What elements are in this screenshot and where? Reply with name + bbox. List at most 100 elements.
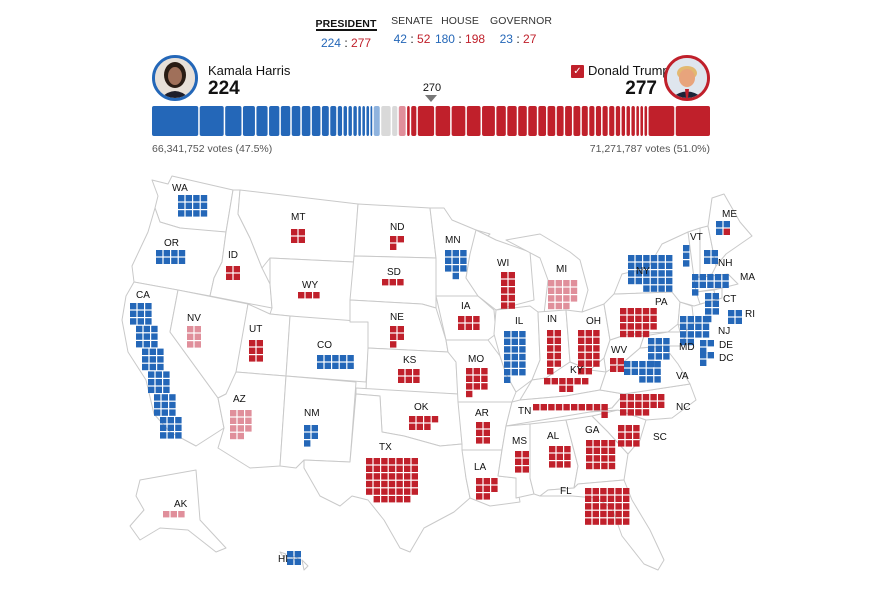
state-md[interactable]: MD <box>648 338 695 368</box>
state-la[interactable]: LA <box>474 462 498 500</box>
bar-segment-dem[interactable] <box>366 106 370 136</box>
state-nm[interactable]: NM <box>304 408 320 447</box>
bar-segment-rep[interactable] <box>518 106 527 136</box>
bar-segment-dem[interactable] <box>199 106 224 136</box>
state-me[interactable]: ME <box>716 209 737 235</box>
bar-segment-rep[interactable] <box>482 106 495 136</box>
bar-segment-dem[interactable] <box>330 106 337 136</box>
state-ar[interactable]: AR <box>475 408 490 444</box>
bar-segment-rep[interactable] <box>615 106 621 136</box>
bar-segment-dem[interactable] <box>291 106 301 136</box>
bar-segment-rep[interactable] <box>411 106 417 136</box>
state-nd[interactable]: ND <box>390 222 404 250</box>
state-mi[interactable]: MI <box>548 264 578 310</box>
state-al[interactable]: AL <box>547 431 571 468</box>
bar-segment-dem[interactable] <box>301 106 311 136</box>
state-pa[interactable]: PA <box>620 297 668 338</box>
state-tn[interactable]: TN <box>518 404 608 418</box>
bar-segment-rep[interactable] <box>435 106 451 136</box>
bar-segment-dem[interactable] <box>242 106 255 136</box>
bar-segment-rep[interactable] <box>640 106 644 136</box>
state-in[interactable]: IN <box>547 314 561 375</box>
bar-segment-rep[interactable] <box>407 106 410 136</box>
bar-segment-rep[interactable] <box>581 106 588 136</box>
state-ri[interactable]: RI <box>728 309 755 324</box>
state-oh[interactable]: OH <box>578 316 601 375</box>
bar-segment-rep[interactable] <box>556 106 564 136</box>
state-mn[interactable]: MN <box>445 235 467 280</box>
state-wv[interactable]: WV <box>610 345 627 372</box>
state-ga[interactable]: GA <box>585 425 616 470</box>
state-sd[interactable]: SD <box>382 267 404 286</box>
bar-segment-rep[interactable] <box>636 106 639 136</box>
state-ky[interactable]: KY <box>544 365 589 392</box>
state-mo[interactable]: MO <box>466 354 488 398</box>
state-or[interactable]: OR <box>156 238 186 264</box>
state-mt[interactable]: MT <box>291 212 305 243</box>
bar-segment-rep[interactable] <box>595 106 602 136</box>
bar-segment-undecided[interactable] <box>392 106 398 136</box>
state-wi[interactable]: WI <box>497 258 515 309</box>
state-ca[interactable]: CA <box>130 290 182 439</box>
bar-segment-rep[interactable] <box>573 106 581 136</box>
bar-segment-dem[interactable] <box>358 106 361 136</box>
state-ny[interactable]: NY <box>628 255 673 292</box>
bar-segment-dem[interactable] <box>343 106 347 136</box>
bar-segment-dem[interactable] <box>269 106 280 136</box>
bar-segment-dem[interactable] <box>353 106 357 136</box>
bar-segment-rep[interactable] <box>538 106 547 136</box>
state-ok[interactable]: OK <box>409 402 439 430</box>
bar-segment-undecided[interactable] <box>381 106 391 136</box>
state-nc[interactable]: NC <box>620 394 690 416</box>
bar-segment-rep[interactable] <box>547 106 556 136</box>
bar-segment-dem[interactable] <box>362 106 365 136</box>
bar-segment-rep[interactable] <box>565 106 572 136</box>
state-nh[interactable]: NH <box>704 250 732 269</box>
state-hi[interactable]: HI <box>278 551 301 565</box>
state-ut[interactable]: UT <box>249 324 263 362</box>
bar-segment-rep[interactable] <box>589 106 595 136</box>
state-de[interactable]: DE <box>700 340 733 354</box>
bar-segment-rep[interactable] <box>626 106 630 136</box>
state-ma[interactable]: MA <box>692 272 755 296</box>
bar-segment-rep[interactable] <box>507 106 517 136</box>
bar-segment-rep[interactable] <box>631 106 635 136</box>
state-il[interactable]: IL <box>504 316 526 383</box>
bar-segment-dem[interactable] <box>256 106 268 136</box>
bar-segment-rep[interactable] <box>417 106 435 136</box>
state-tx[interactable]: TX <box>366 442 418 503</box>
state-wa[interactable]: WA <box>172 183 208 217</box>
bar-segment-rep[interactable] <box>496 106 506 136</box>
bar-segment-dem[interactable] <box>348 106 352 136</box>
bar-segment-dem_leaning[interactable] <box>373 106 380 136</box>
bar-segment-dem[interactable] <box>337 106 343 136</box>
bar-segment-rep[interactable] <box>528 106 537 136</box>
bar-segment-dem[interactable] <box>225 106 242 136</box>
state-nv[interactable]: NV <box>187 313 201 348</box>
bar-segment-rep_leaning[interactable] <box>398 106 406 136</box>
bar-segment-rep[interactable] <box>648 106 675 136</box>
state-co[interactable]: CO <box>317 340 354 369</box>
state-sc[interactable]: SC <box>618 425 667 447</box>
state-ne[interactable]: NE <box>390 312 404 348</box>
bar-segment-dem[interactable] <box>321 106 329 136</box>
bar-segment-dem[interactable] <box>280 106 291 136</box>
tab-house[interactable]: HOUSE 180 : 198 <box>432 14 488 46</box>
state-va[interactable]: VA <box>624 361 689 383</box>
state-ia[interactable]: IA <box>458 301 480 330</box>
state-ms[interactable]: MS <box>512 436 529 473</box>
tab-president[interactable]: PRESIDENT 224 : 277 <box>312 14 380 50</box>
bar-segment-rep[interactable] <box>602 106 608 136</box>
state-fl[interactable]: FL <box>560 486 630 525</box>
bar-segment-rep[interactable] <box>644 106 648 136</box>
bar-segment-dem[interactable] <box>370 106 373 136</box>
state-nj[interactable]: NJ <box>680 316 730 346</box>
bar-segment-dem[interactable] <box>311 106 321 136</box>
state-ks[interactable]: KS <box>398 355 420 383</box>
bar-segment-rep[interactable] <box>675 106 710 136</box>
tab-senate[interactable]: SENATE 42 : 52 <box>386 14 438 46</box>
state-dc[interactable]: DC <box>700 352 733 366</box>
state-ak[interactable]: AK <box>163 499 188 518</box>
tab-governor[interactable]: GOVERNOR 23 : 27 <box>490 14 552 46</box>
bar-segment-rep[interactable] <box>621 106 626 136</box>
